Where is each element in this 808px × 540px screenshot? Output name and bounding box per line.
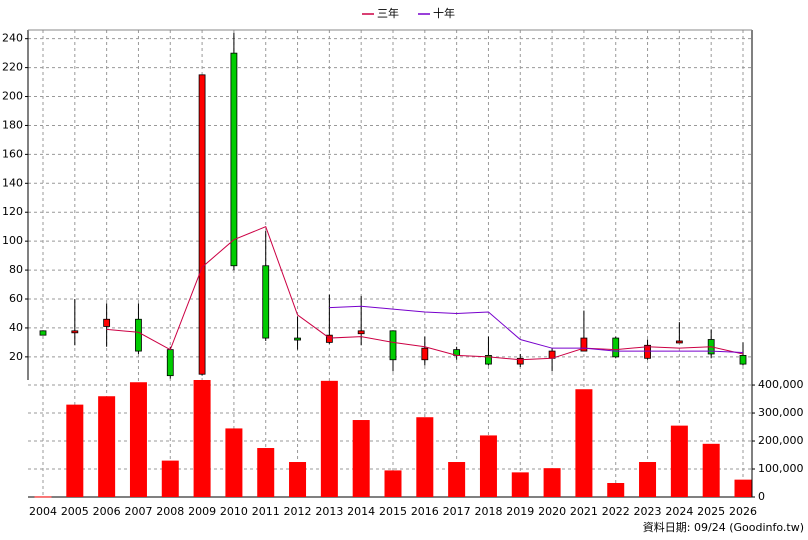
y2-tick-label: 300,000	[758, 406, 804, 419]
volume-bar	[34, 496, 52, 498]
x-tick-label: 2023	[634, 505, 662, 518]
volume-bar	[416, 417, 434, 497]
x-tick-label: 2004	[29, 505, 57, 518]
y-tick-label: 220	[2, 61, 23, 74]
y-tick-label: 140	[2, 176, 23, 189]
volume-bar	[734, 479, 752, 497]
y-tick-label: 100	[2, 234, 23, 247]
candle-body	[739, 355, 747, 365]
x-tick-label: 2020	[538, 505, 566, 518]
volume-bar	[479, 435, 497, 497]
x-tick-label: 2017	[443, 505, 471, 518]
x-tick-label: 2011	[252, 505, 280, 518]
x-tick-label: 2022	[602, 505, 630, 518]
candle-body	[325, 334, 333, 343]
candle-body	[198, 74, 206, 375]
y-tick-label: 60	[9, 292, 23, 305]
candle-body	[230, 52, 238, 267]
x-tick-label: 2016	[411, 505, 439, 518]
volume-bar	[448, 462, 466, 497]
y2-tick-label: 200,000	[758, 434, 804, 447]
x-tick-label: 2006	[93, 505, 121, 518]
y-tick-label: 120	[2, 205, 23, 218]
volume-bar	[193, 380, 211, 497]
candle-body	[485, 355, 492, 365]
y2-tick-label: 400,000	[758, 378, 804, 391]
x-tick-label: 2025	[697, 505, 725, 518]
x-tick-label: 2018	[474, 505, 502, 518]
volume-bar	[639, 462, 657, 497]
x-tick-label: 2024	[665, 505, 693, 518]
average-line	[106, 226, 744, 361]
candle-body	[135, 318, 142, 352]
footer-note: 資料日期: 09/24 (Goodinfo.tw)	[643, 520, 804, 534]
volume-bar	[670, 425, 688, 497]
y-tick-label: 200	[2, 90, 23, 103]
y-tick-label: 160	[2, 147, 23, 160]
volume-bar	[384, 470, 402, 497]
candle-body	[294, 337, 301, 341]
candle-body	[71, 330, 79, 334]
candle-body	[166, 349, 174, 377]
candle-body	[612, 337, 620, 358]
volume-bar	[225, 428, 243, 497]
x-tick-label: 2015	[379, 505, 407, 518]
x-tick-label: 2008	[156, 505, 184, 518]
x-tick-label: 2013	[315, 505, 343, 518]
legend-label: 三年	[377, 6, 399, 20]
volume-bar	[511, 472, 529, 497]
candle-body	[262, 265, 270, 339]
candle-body	[675, 340, 683, 344]
volume-bar	[129, 382, 147, 497]
volume-bar	[320, 380, 338, 497]
y2-tick-label: 100,000	[758, 462, 804, 475]
volume-bar	[98, 396, 116, 497]
candle-body	[580, 337, 588, 352]
volume-bar	[607, 483, 625, 497]
candle-body	[644, 344, 651, 359]
x-tick-label: 2021	[570, 505, 598, 518]
volume-bar	[66, 404, 84, 497]
candle-body	[39, 330, 47, 336]
x-tick-label: 2010	[220, 505, 248, 518]
y-tick-label: 80	[9, 263, 23, 276]
y-tick-label: 20	[9, 350, 23, 363]
x-tick-label: 2019	[506, 505, 534, 518]
volume-bar	[257, 448, 275, 497]
volume-bar	[575, 389, 593, 497]
candle-body	[357, 330, 365, 335]
x-tick-label: 2005	[61, 505, 89, 518]
volume-bar	[702, 443, 720, 497]
candle-body	[516, 357, 524, 365]
volume-bar	[352, 420, 370, 497]
y-tick-label: 180	[2, 118, 23, 131]
volume-bar	[543, 468, 561, 497]
candle-body	[389, 330, 397, 361]
x-tick-label: 2026	[729, 505, 757, 518]
x-tick-label: 2009	[188, 505, 216, 518]
average-line	[329, 305, 744, 354]
candle-body	[421, 347, 429, 361]
y-tick-label: 40	[9, 321, 23, 334]
x-tick-label: 2014	[347, 505, 375, 518]
volume-bar	[289, 462, 307, 497]
x-tick-label: 2007	[124, 505, 152, 518]
legend-label: 十年	[433, 6, 455, 20]
candle-body	[103, 318, 111, 327]
y2-tick-label: 0	[758, 490, 765, 503]
volume-bar	[161, 460, 179, 497]
x-tick-label: 2012	[284, 505, 312, 518]
y-tick-label: 240	[2, 32, 23, 45]
